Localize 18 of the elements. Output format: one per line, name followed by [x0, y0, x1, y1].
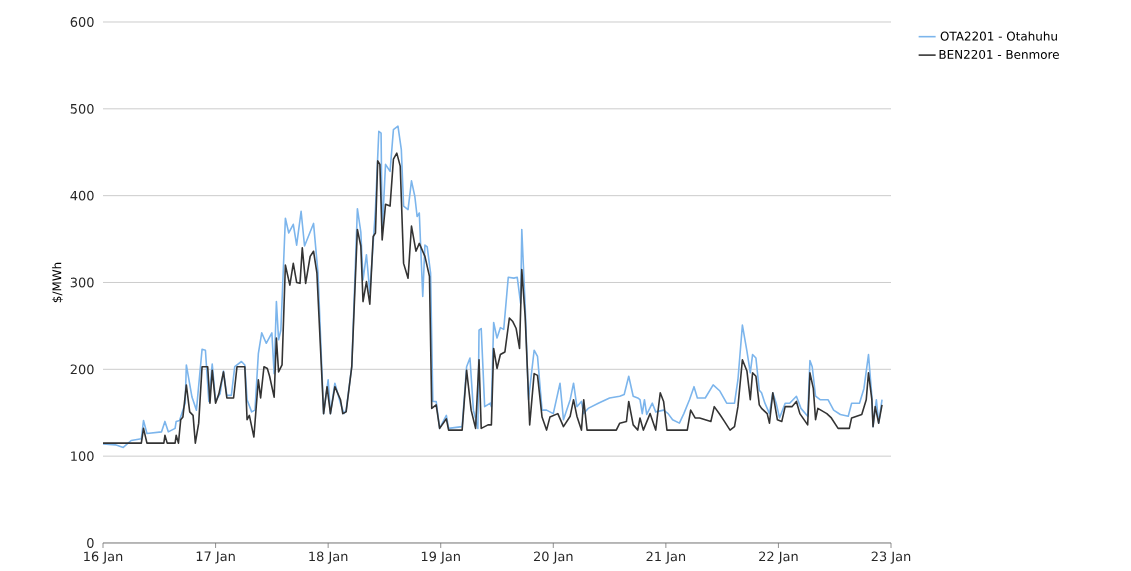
x-tick-label: 20 Jan [533, 551, 573, 564]
y-tick-label: 300 [70, 277, 94, 288]
x-tick-label: 19 Jan [421, 551, 460, 564]
x-tick-label: 23 Jan [871, 551, 911, 564]
y-tick-label: 600 [70, 17, 94, 27]
y-tick-label: 200 [70, 364, 94, 375]
x-tick-label: 21 Jan [646, 551, 686, 564]
x-tick-label: 18 Jan [309, 551, 348, 564]
x-tick-label: 16 Jan [84, 551, 123, 564]
y-axis-title: $/MWh [52, 262, 63, 303]
y-tick-label: 500 [70, 103, 94, 114]
y-tick-label: 400 [70, 190, 94, 201]
legend-label: BEN2201 - Benmore [939, 49, 1059, 59]
x-tick-label: 17 Jan [196, 551, 235, 564]
y-tick-label: 100 [71, 451, 94, 462]
x-tick-label: 22 Jan [759, 551, 798, 564]
legend-label: OTA2201 - Otahuhu [940, 31, 1057, 41]
y-tick-label: 0 [87, 538, 94, 548]
